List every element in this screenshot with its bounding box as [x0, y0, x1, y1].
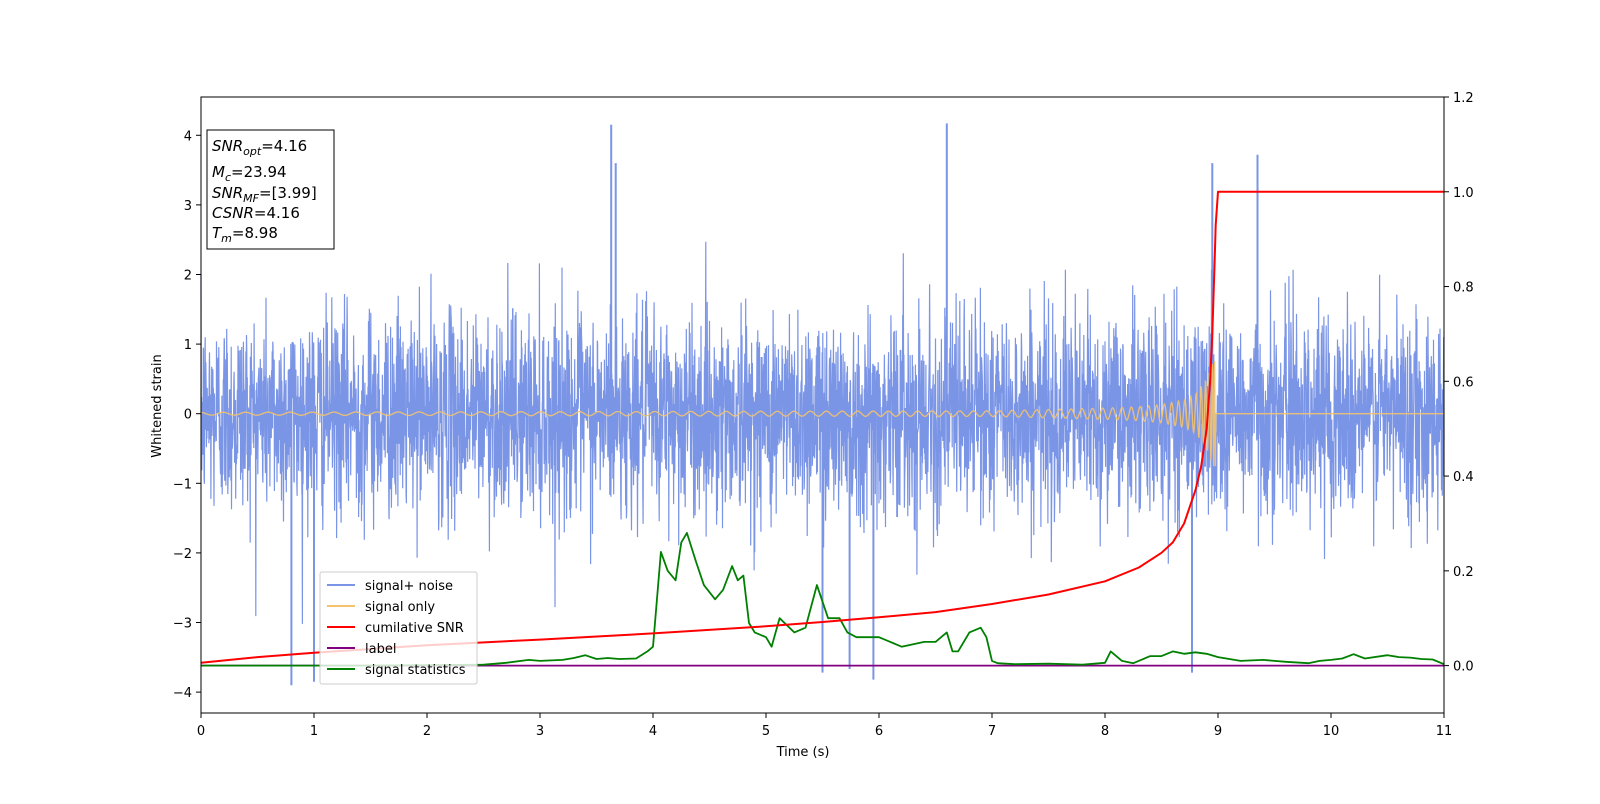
signal-statistics-line: [201, 532, 1445, 667]
legend-label-label: label: [365, 642, 396, 657]
y-tick-label: −2: [173, 547, 192, 562]
legend-label-signal-noise: signal+ noise: [365, 579, 453, 594]
y-tick-label: 1: [184, 338, 192, 353]
y2-tick-label: 0.0: [1453, 660, 1474, 675]
x-axis-ticks: 0 1 2 3 4 5 6 7 8 9 10 11: [197, 713, 1452, 739]
x-tick-label: 5: [762, 724, 770, 739]
y2-tick-label: 0.8: [1453, 281, 1474, 296]
x-tick-label: 4: [649, 724, 657, 739]
mc-value: 23.94: [244, 163, 287, 181]
x-tick-label: 1: [310, 724, 318, 739]
y-tick-label: 0: [184, 408, 192, 423]
y-axis-label: Whitened strain: [150, 354, 165, 457]
csnr-annotation: CSNR=4.16: [212, 204, 300, 222]
y2-axis-ticks: 0.0 0.2 0.4 0.6 0.8 1.0 1.2: [1444, 91, 1474, 675]
signal-only-series: [200, 361, 1444, 467]
y-tick-label: 4: [184, 129, 192, 144]
cumulative-snr-series: [200, 190, 1444, 664]
mc-annotation: Mc=23.94: [212, 163, 287, 184]
y-tick-label: −4: [173, 686, 192, 701]
x-tick-label: 0: [197, 724, 205, 739]
x-tick-label: 10: [1323, 724, 1340, 739]
tm-value: 8.98: [244, 224, 277, 242]
x-tick-label: 6: [875, 724, 883, 739]
legend: signal+ noise signal only cumilative SNR…: [319, 571, 478, 685]
y-tick-label: 3: [184, 199, 192, 214]
csnr-value: 4.16: [267, 204, 300, 222]
plot-frame: [200, 96, 1445, 714]
x-tick-label: 3: [536, 724, 544, 739]
y2-tick-label: 0.2: [1453, 565, 1474, 580]
cumulative-snr-line: [200, 190, 1444, 664]
y-tick-label: −3: [173, 617, 192, 632]
legend-label-signal-only: signal only: [365, 600, 435, 615]
snr-opt-annotation: SNRopt=4.16: [212, 137, 307, 158]
y-tick-label: −1: [173, 477, 192, 492]
tm-annotation: Tm=8.98: [212, 224, 278, 245]
x-tick-label: 9: [1214, 724, 1222, 739]
signal-statistics-series: [201, 532, 1445, 667]
x-tick-label: 2: [423, 724, 431, 739]
signal-only-line: [200, 361, 1444, 467]
legend-label-signal-statistics: signal statistics: [365, 663, 466, 678]
x-tick-label: 7: [988, 724, 996, 739]
plot-border: [200, 96, 1445, 714]
y2-tick-label: 1.2: [1453, 91, 1474, 106]
x-tick-label: 8: [1101, 724, 1109, 739]
y2-tick-label: 1.0: [1453, 186, 1474, 201]
legend-label-cumulative-snr: cumilative SNR: [365, 621, 464, 636]
parameter-annotation-box: SNRopt=4.16 Mc=23.94 SNRMF=[3.99] CSNR=4…: [206, 129, 335, 250]
y-tick-label: 2: [184, 268, 192, 283]
y2-tick-label: 0.6: [1453, 375, 1474, 390]
x-tick-label: 11: [1436, 724, 1453, 739]
x-axis-label: Time (s): [776, 745, 830, 760]
snr-mf-annotation: SNRMF=[3.99]: [212, 184, 317, 205]
snr-opt-value: 4.16: [274, 137, 307, 155]
y2-tick-label: 0.4: [1453, 470, 1474, 485]
y-axis-ticks: −4 −3 −2 −1 0 1 2 3 4: [173, 129, 201, 701]
snr-mf-value: [3.99]: [272, 184, 317, 202]
